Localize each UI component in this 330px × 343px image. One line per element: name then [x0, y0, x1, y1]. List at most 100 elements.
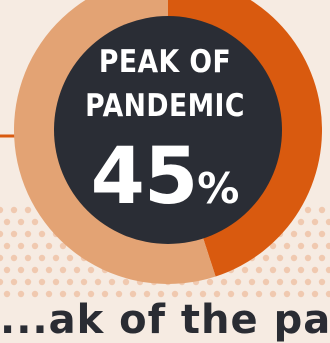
pattern-dot	[241, 266, 249, 274]
pattern-dot	[325, 218, 330, 226]
pattern-dot	[304, 254, 312, 262]
pattern-dot	[290, 230, 298, 238]
chart-title-line-1: PEAK OF	[98, 44, 232, 80]
pattern-dot	[0, 254, 4, 262]
pattern-dot	[248, 278, 256, 286]
pattern-dot	[52, 278, 60, 286]
pattern-dot	[304, 278, 312, 286]
pattern-dot	[115, 290, 123, 298]
pattern-dot	[283, 242, 291, 250]
pattern-dot	[10, 254, 18, 262]
pattern-dot	[297, 242, 305, 250]
pattern-dot	[262, 278, 270, 286]
pattern-dot	[318, 206, 326, 214]
pattern-dot	[66, 278, 74, 286]
pattern-dot	[59, 290, 67, 298]
pattern-dot	[31, 242, 39, 250]
pattern-dot	[129, 290, 137, 298]
pattern-dot	[66, 254, 74, 262]
pattern-dot	[10, 206, 18, 214]
center-percentage: 45%	[0, 132, 330, 222]
pattern-dot	[290, 278, 298, 286]
pattern-dot	[325, 266, 330, 274]
pattern-dot	[87, 290, 95, 298]
pattern-dot	[297, 290, 305, 298]
pattern-dot	[38, 254, 46, 262]
pattern-dot	[59, 242, 67, 250]
pattern-dot	[325, 290, 330, 298]
pattern-dot	[0, 206, 4, 214]
pattern-dot	[157, 290, 165, 298]
pattern-dot	[17, 290, 25, 298]
chart-canvas	[0, 0, 330, 298]
pattern-dot	[101, 290, 109, 298]
pattern-dot	[283, 290, 291, 298]
pattern-dot	[10, 230, 18, 238]
pattern-dot	[227, 290, 235, 298]
chart-title-line-2: PANDEMIC	[85, 88, 245, 124]
pattern-dot	[31, 266, 39, 274]
pattern-dot	[241, 290, 249, 298]
pattern-dot	[234, 278, 242, 286]
pattern-dot	[0, 278, 4, 286]
percent-sign: %	[197, 164, 240, 213]
pattern-dot	[255, 290, 263, 298]
pattern-dot	[38, 278, 46, 286]
pattern-dot	[38, 230, 46, 238]
pattern-dot	[269, 242, 277, 250]
pattern-dot	[3, 290, 11, 298]
pattern-dot	[269, 266, 277, 274]
footer-caption: ...ak of the pand...	[0, 297, 330, 343]
pattern-dot	[59, 266, 67, 274]
pattern-dot	[276, 278, 284, 286]
pattern-dot	[220, 278, 228, 286]
pattern-dot	[87, 266, 95, 274]
pattern-dot	[255, 266, 263, 274]
pattern-dot	[311, 266, 319, 274]
pattern-dot	[31, 218, 39, 226]
pattern-dot	[311, 290, 319, 298]
pattern-dot	[304, 206, 312, 214]
pattern-dot	[213, 290, 221, 298]
center-disc	[54, 16, 282, 244]
pattern-dot	[31, 290, 39, 298]
pattern-dot	[311, 218, 319, 226]
pattern-dot	[297, 266, 305, 274]
pattern-dot	[318, 230, 326, 238]
pattern-dot	[3, 218, 11, 226]
pattern-dot	[45, 290, 53, 298]
pattern-dot	[269, 290, 277, 298]
pattern-dot	[311, 242, 319, 250]
pattern-dot	[3, 266, 11, 274]
pattern-dot	[80, 278, 88, 286]
pattern-dot	[45, 242, 53, 250]
pattern-dot	[45, 266, 53, 274]
pattern-dot	[325, 242, 330, 250]
pattern-dot	[3, 242, 11, 250]
pattern-dot	[0, 230, 4, 238]
pattern-dot	[283, 266, 291, 274]
pattern-dot	[290, 254, 298, 262]
pattern-dot	[17, 242, 25, 250]
pattern-dot	[318, 254, 326, 262]
pattern-dot	[10, 278, 18, 286]
pattern-dot	[122, 278, 130, 286]
pattern-dot	[94, 278, 102, 286]
pattern-dot	[297, 218, 305, 226]
pattern-dot	[17, 266, 25, 274]
center-value: 45	[90, 132, 199, 222]
pattern-dot	[73, 266, 81, 274]
pattern-dot	[171, 290, 179, 298]
pattern-dot	[185, 290, 193, 298]
pattern-dot	[276, 254, 284, 262]
pattern-dot	[304, 230, 312, 238]
pattern-dot	[24, 254, 32, 262]
pattern-dot	[17, 218, 25, 226]
pattern-dot	[24, 278, 32, 286]
pattern-dot	[318, 278, 326, 286]
pattern-dot	[206, 278, 214, 286]
pattern-dot	[73, 290, 81, 298]
pattern-dot	[262, 254, 270, 262]
pattern-dot	[24, 206, 32, 214]
pattern-dot	[199, 290, 207, 298]
